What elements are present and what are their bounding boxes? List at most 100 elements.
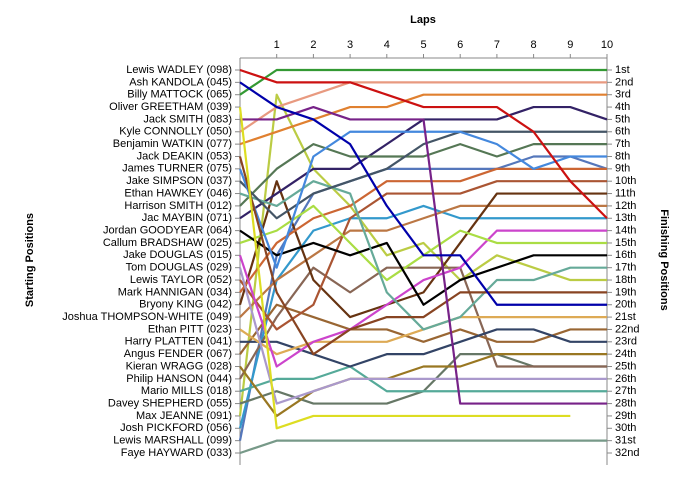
x-tick-label: 8 <box>531 39 537 51</box>
y-tick-label: Billy MATTOCK (065) <box>127 89 232 101</box>
driver-line <box>238 106 571 430</box>
y2-tick-label: 6th <box>615 126 630 138</box>
driver-line <box>240 105 607 405</box>
y-tick-label: Bryony KING (042) <box>139 299 232 311</box>
driver-line <box>239 143 607 207</box>
y-tick-label: Callum BRADSHAW (025) <box>103 237 232 249</box>
driver-line <box>239 81 607 133</box>
y2-tick-label: 18th <box>615 274 636 286</box>
y-tick-label: Harrison SMITH (012) <box>124 200 232 212</box>
y2-tick-label: 8th <box>615 150 630 162</box>
y-tick-label: Jake SIMPSON (037) <box>126 175 232 187</box>
driver-line <box>239 180 607 331</box>
y-tick-label: Jordan GOODYEAR (064) <box>103 225 232 237</box>
driver-line <box>238 267 607 405</box>
y2-tick-label: 28th <box>615 397 636 409</box>
x-tick-label: 5 <box>420 39 426 51</box>
y-tick-label: Jack SMITH (083) <box>143 113 232 125</box>
y2-tick-label: 30th <box>615 422 636 434</box>
y-tick-label: Benjamin WATKIN (077) <box>113 138 232 150</box>
y2-tick-label: 22nd <box>615 323 639 335</box>
y-tick-label: Kieran WRAGG (028) <box>126 360 232 372</box>
x-tick-label: 3 <box>347 39 353 51</box>
y-tick-label: James TURNER (075) <box>122 163 232 175</box>
y-tick-label: Jake DOUGLAS (015) <box>123 249 232 261</box>
driver-line <box>239 167 607 294</box>
y2-tick-label: 32nd <box>615 447 639 459</box>
y2-tick-label: 17th <box>615 262 636 274</box>
y-tick-label: Philip HANSON (044) <box>126 373 232 385</box>
y2-tick-label: 4th <box>615 101 630 113</box>
driver-line <box>238 93 607 417</box>
y2-tick-label: 23rd <box>615 336 637 348</box>
y2-tick-label: 25th <box>615 360 636 372</box>
y2-tick-label: 9th <box>615 163 630 175</box>
x-tick-label: 4 <box>384 39 390 51</box>
y2-tick-label: 11th <box>615 187 636 199</box>
y-tick-label: Ethan PITT (023) <box>148 323 232 335</box>
y2-tick-label: 1st <box>615 64 630 76</box>
driver-line <box>238 229 607 368</box>
x-tick-label: 1 <box>274 39 280 51</box>
driver-line <box>239 204 607 318</box>
y2-tick-label: 3rd <box>615 89 631 101</box>
y2-tick-label: 14th <box>615 225 636 237</box>
y2-tick-label: 10th <box>615 175 636 187</box>
chart-title: Laps <box>410 14 436 26</box>
y2-tick-label: 13th <box>615 212 636 224</box>
y2-tick-label: 21st <box>615 311 636 323</box>
x-tick-label: 10 <box>601 39 613 51</box>
y-tick-label: Joshua THOMPSON-WHITE (049) <box>62 311 232 323</box>
y-tick-label: Faye HAYWARD (033) <box>121 447 232 459</box>
y-tick-label: Angus FENDER (067) <box>124 348 232 360</box>
y-tick-label: Tom DOUGLAS (029) <box>126 262 232 274</box>
driver-line <box>239 180 607 331</box>
driver-line <box>239 439 607 455</box>
y-tick-label: Mark HANNIGAN (034) <box>118 286 232 298</box>
y2-tick-label: 5th <box>615 113 630 125</box>
y2-tick-label: 29th <box>615 410 636 422</box>
y2-tick-label: 26th <box>615 373 636 385</box>
y-tick-label: Jack DEAKIN (053) <box>137 150 232 162</box>
driver-line <box>239 353 607 418</box>
y-tick-label: Lewis MARSHALL (099) <box>113 435 232 447</box>
y-tick-label: Mario MILLS (018) <box>141 385 232 397</box>
y2-tick-label: 12th <box>615 200 636 212</box>
x-tick-label: 9 <box>567 39 573 51</box>
y2-tick-label: 15th <box>615 237 636 249</box>
y-tick-label: Lewis TAYLOR (052) <box>130 274 232 286</box>
driver-line <box>239 68 607 96</box>
y2-tick-label: 27th <box>615 385 636 397</box>
driver-line <box>239 68 608 220</box>
driver-line <box>239 266 607 380</box>
y2-tick-label: 2nd <box>615 76 633 88</box>
driver-line <box>239 93 607 146</box>
y-tick-label: Josh PICKFORD (056) <box>120 422 232 434</box>
driver-line <box>239 81 607 306</box>
y-tick-label: Ethan HAWKEY (046) <box>124 187 232 199</box>
driver-line <box>239 229 607 306</box>
driver-line <box>238 156 607 356</box>
y2-axis-title: Finishing Positions <box>658 209 670 310</box>
y-tick-label: Harry PLATTEN (041) <box>125 336 232 348</box>
y-tick-label: Ash KANDOLA (045) <box>129 76 232 88</box>
driver-line <box>239 130 607 220</box>
y-tick-label: Jac MAYBIN (071) <box>142 212 232 224</box>
x-tick-label: 2 <box>310 39 316 51</box>
y-axis-title: Starting Positions <box>24 213 36 307</box>
y-tick-label: Lewis WADLEY (098) <box>126 64 232 76</box>
y2-tick-label: 7th <box>615 138 630 150</box>
driver-line <box>238 130 607 269</box>
x-tick-label: 7 <box>494 39 500 51</box>
y-tick-label: Max JEANNE (091) <box>136 410 232 422</box>
y2-tick-label: 31st <box>615 435 636 447</box>
y2-tick-label: 16th <box>615 249 636 261</box>
driver-line <box>239 365 607 393</box>
y-tick-label: Oliver GREETHAM (039) <box>109 101 232 113</box>
y2-tick-label: 20th <box>615 299 636 311</box>
y-tick-label: Kyle CONNOLLY (050) <box>119 126 232 138</box>
y-tick-label: Davey SHEPHERD (055) <box>108 397 232 409</box>
y2-tick-label: 19th <box>615 286 636 298</box>
y2-tick-label: 24th <box>615 348 636 360</box>
